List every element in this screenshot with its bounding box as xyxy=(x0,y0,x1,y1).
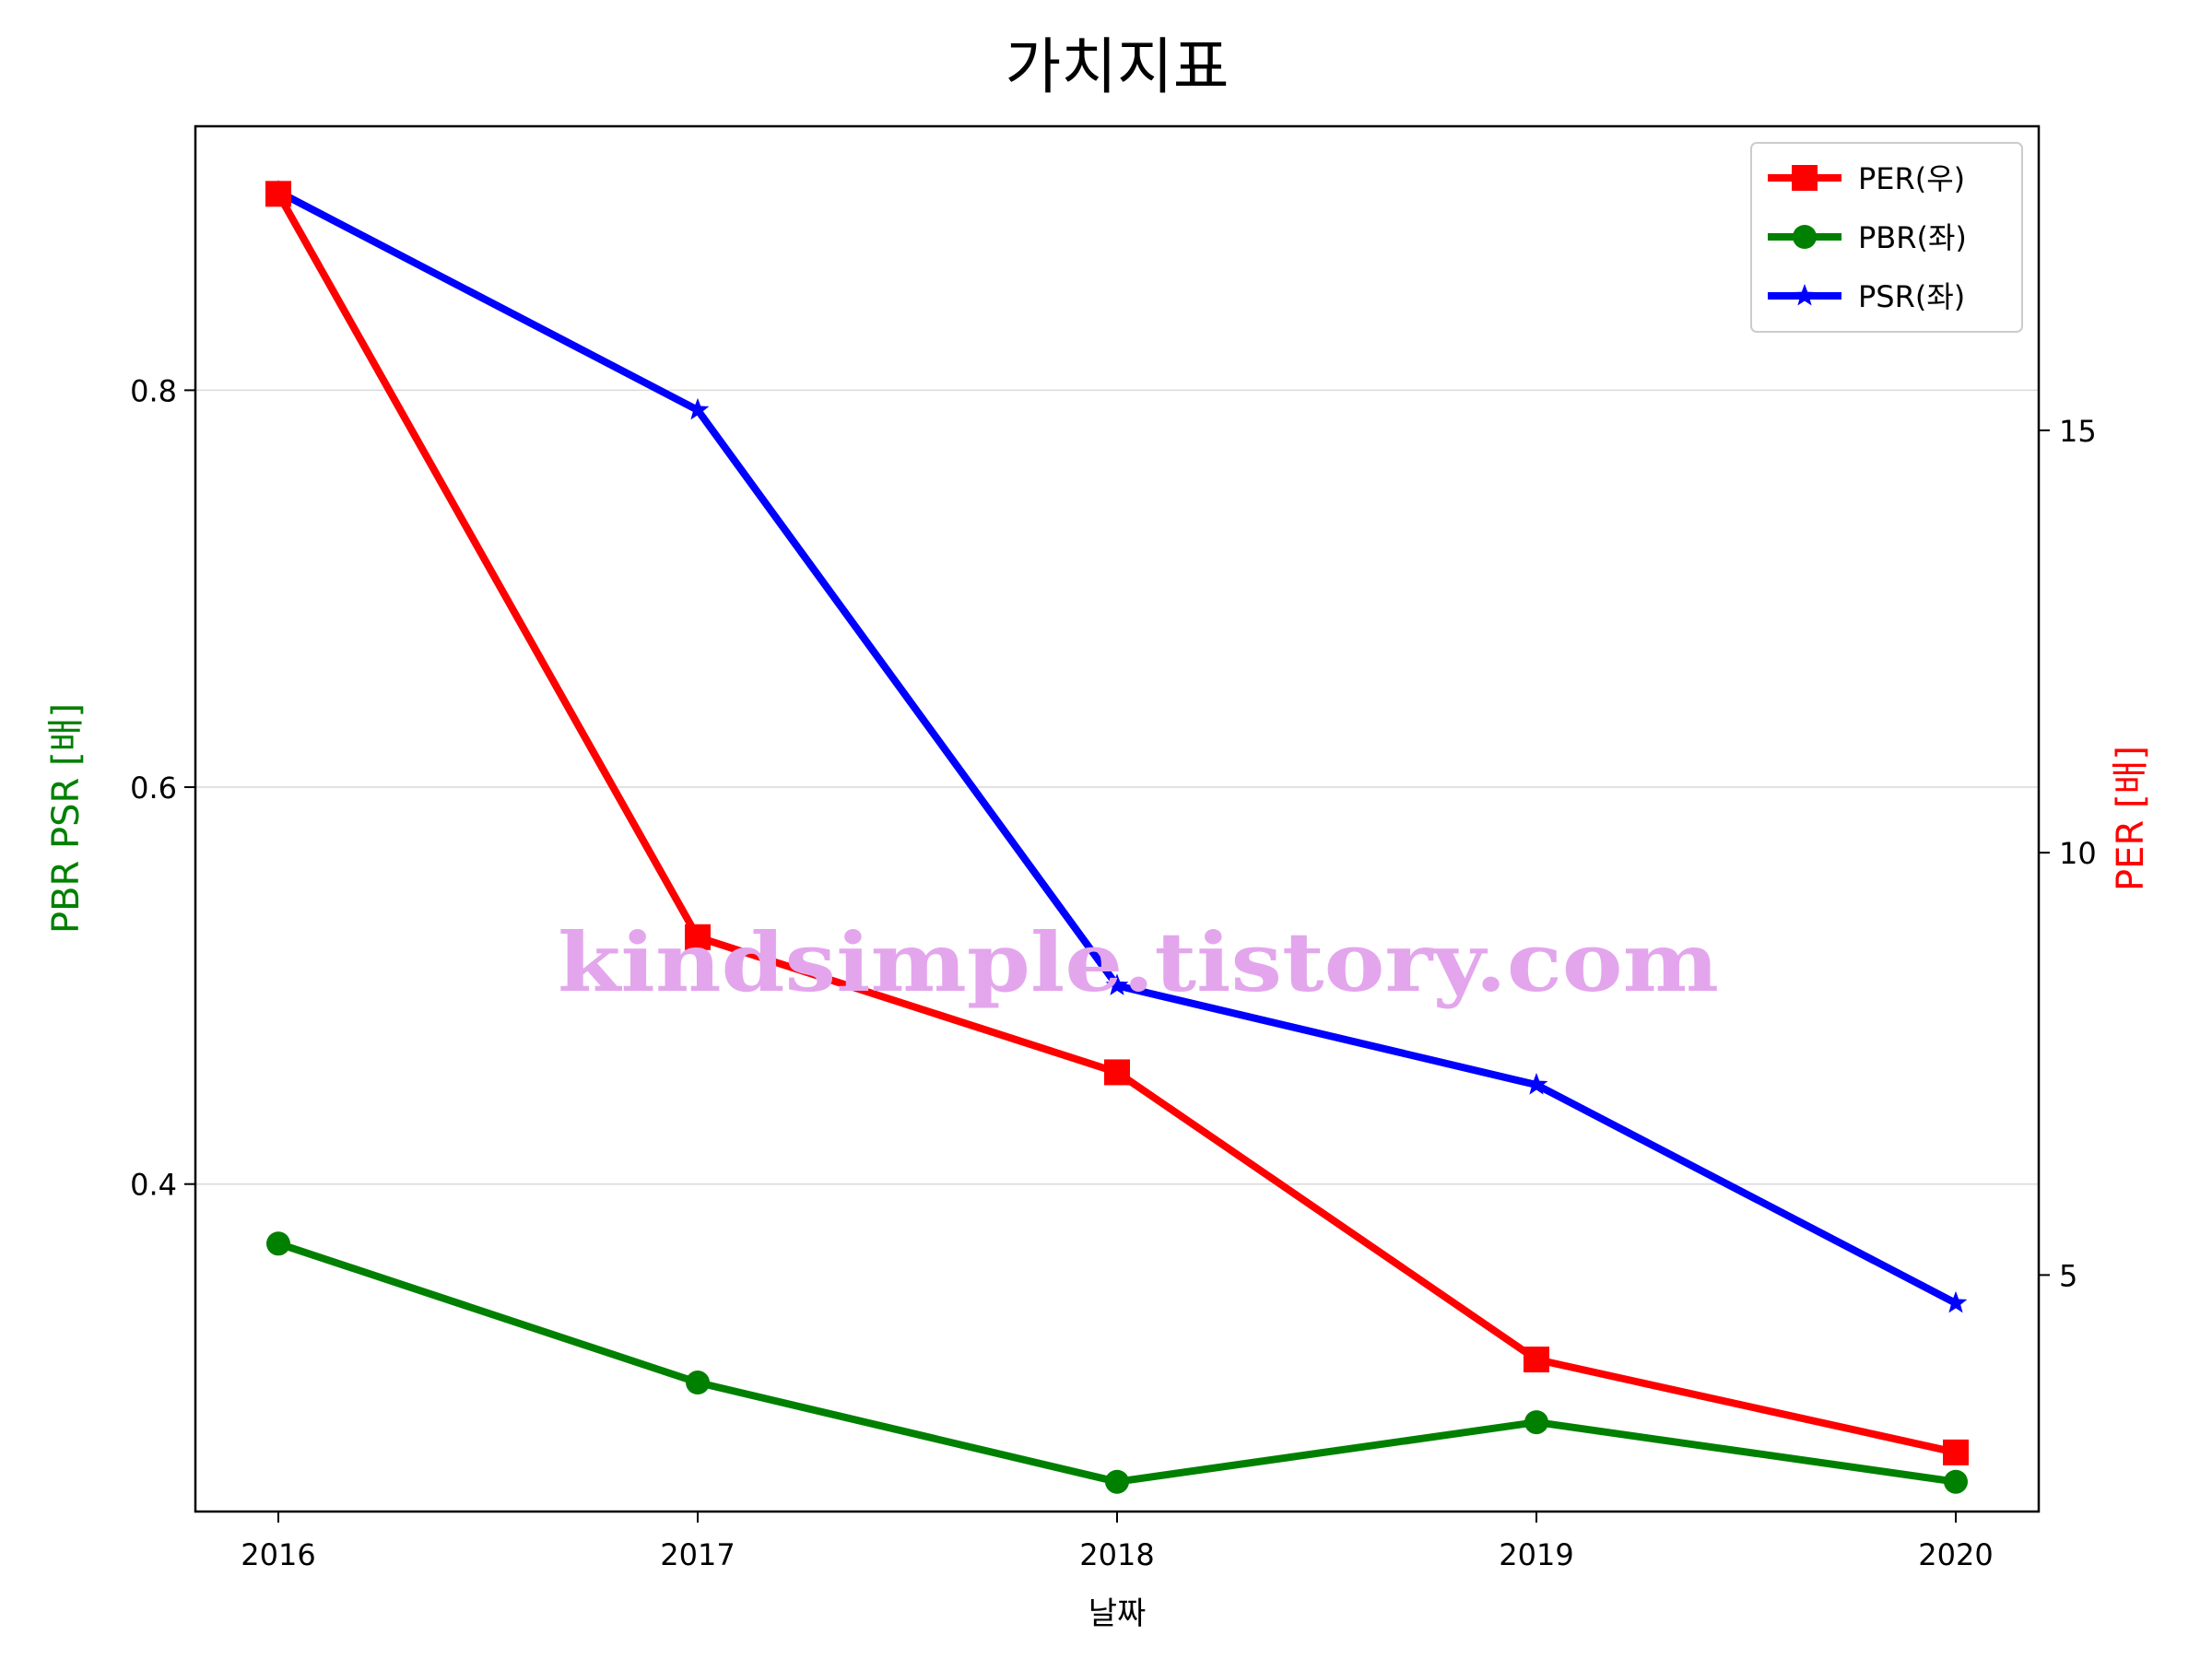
data-point-psr xyxy=(686,397,710,420)
right-y-tick-label: 10 xyxy=(2059,836,2097,871)
legend-item-psr: PSR(좌) xyxy=(1768,279,1965,314)
legend: PER(우) PBR(좌) PSR(좌) xyxy=(1750,142,2023,333)
legend-marker-psr xyxy=(1793,284,1817,306)
data-point-pbr xyxy=(1944,1469,1968,1494)
legend-item-per: PER(우) xyxy=(1768,161,1965,196)
legend-box xyxy=(1750,142,2023,333)
x-tick-label: 2016 xyxy=(241,1537,315,1572)
x-tick-label: 2020 xyxy=(1918,1537,1993,1572)
x-tick-label: 2018 xyxy=(1079,1537,1154,1572)
legend-label-pbr: PBR(좌) xyxy=(1858,220,1967,255)
data-point-pbr xyxy=(1524,1410,1548,1435)
legend-item-pbr: PBR(좌) xyxy=(1768,220,1967,255)
series-pbr xyxy=(266,1231,1968,1494)
left-y-tick-label: 0.6 xyxy=(130,771,177,806)
chart-title: 가치지표 xyxy=(1006,31,1230,102)
right-y-tick-label: 5 xyxy=(2059,1258,2077,1293)
data-point-per xyxy=(1943,1439,1969,1465)
data-point-psr xyxy=(1944,1290,1968,1313)
data-point-pbr xyxy=(266,1231,290,1256)
data-point-pbr xyxy=(1105,1469,1129,1494)
left-y-tick-label: 0.4 xyxy=(130,1168,177,1203)
legend-label-per: PER(우) xyxy=(1858,161,1965,196)
right-y-tick-label: 15 xyxy=(2059,414,2097,449)
left-y-tick-label: 0.8 xyxy=(130,373,177,408)
x-tick-label: 2017 xyxy=(660,1537,735,1572)
left-y-axis-label: PBR PSR [배] xyxy=(45,703,88,934)
legend-marker-per xyxy=(1792,165,1818,191)
legend-marker-pbr xyxy=(1793,225,1817,249)
series-per xyxy=(265,181,1969,1465)
x-axis-label: 날짜 xyxy=(1088,1595,1147,1632)
data-point-per xyxy=(265,181,291,207)
data-point-psr xyxy=(1524,1073,1548,1095)
watermark-text: kindsimple.tistory.com xyxy=(558,914,1719,1010)
data-point-pbr xyxy=(686,1371,710,1395)
axes: 0.4 0.6 0.8 5 10 15 2016 2017 2018 2019 2020 xyxy=(130,373,2097,1572)
data-point-psr xyxy=(1105,973,1129,995)
data-point-per xyxy=(685,924,711,950)
data-point-per xyxy=(1104,1059,1130,1086)
right-y-axis-label: PER [배] xyxy=(2110,746,2152,891)
series-layer xyxy=(265,180,1969,1494)
x-tick-label: 2019 xyxy=(1499,1537,1573,1572)
legend-label-psr: PSR(좌) xyxy=(1858,279,1965,314)
data-point-per xyxy=(1524,1347,1549,1373)
